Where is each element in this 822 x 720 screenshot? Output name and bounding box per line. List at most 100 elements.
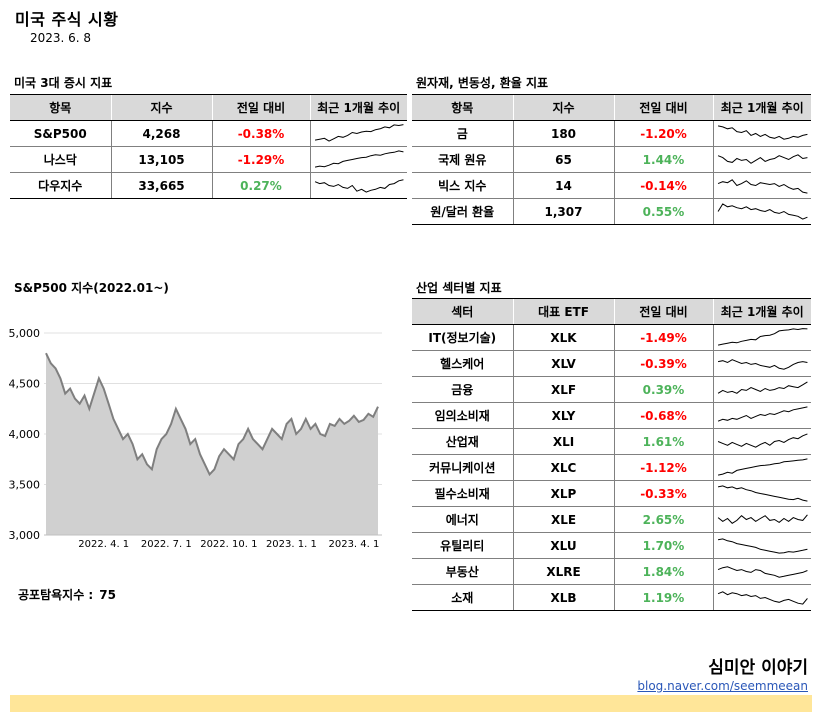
column-header: 최근 1개월 추이 <box>712 298 811 325</box>
x-tick-label: 2022. 4. 1 <box>78 539 129 550</box>
table-row: 커뮤니케이션 XLC -1.12% <box>412 454 811 481</box>
page-title: 미국 주식 시황 <box>15 10 119 29</box>
index-value: 65 <box>512 146 614 173</box>
index-value: 4,268 <box>110 120 212 147</box>
change-percent: 1.70% <box>613 532 713 559</box>
change-percent: 1.44% <box>613 146 713 173</box>
column-header: 최근 1개월 추이 <box>309 94 407 121</box>
column-header: 섹터 <box>412 298 513 325</box>
table-row: 다우지수 33,665 0.27% <box>10 172 407 199</box>
row-name: 임의소비재 <box>412 402 513 429</box>
sparkline-chart <box>717 566 808 578</box>
sectors-table: 섹터 대표 ETF 전일 대비 최근 1개월 추이 IT(정보기술) XLK -1.… <box>412 298 811 611</box>
indices-table: 항목 지수 전일 대비 최근 1개월 추이 S&P500 4,268 -0.38% 나… <box>10 94 407 199</box>
change-percent: 1.61% <box>613 428 713 455</box>
report-date: 2023. 6. 8 <box>30 31 92 45</box>
trend-cell <box>712 558 811 585</box>
column-header: 대표 ETF <box>512 298 614 325</box>
row-name: 다우지수 <box>10 172 111 199</box>
row-name: S&P500 <box>10 120 111 147</box>
sparkline-chart <box>717 458 808 476</box>
commodities-table: 항목 지수 전일 대비 최근 1개월 추이 금 180 -1.20% 국제 원유 65 1… <box>412 94 811 225</box>
table-row: 금융 XLF 0.39% <box>412 376 811 403</box>
sparkline <box>717 514 808 524</box>
sparkline-chart <box>717 538 808 554</box>
change-percent: -0.68% <box>613 402 713 429</box>
sparkline-chart <box>717 485 808 502</box>
sparkline-chart <box>717 203 808 220</box>
change-percent: -1.20% <box>613 120 713 147</box>
sparkline <box>717 433 808 448</box>
etf-ticker: XLF <box>512 376 614 403</box>
sparkline <box>717 406 808 422</box>
table-header-row: 항목 지수 전일 대비 최근 1개월 추이 <box>10 94 407 121</box>
x-tick-label: 2023. 4. 1 <box>328 539 379 550</box>
table-row: 빅스 지수 14 -0.14% <box>412 172 811 199</box>
x-tick-label: 2022. 7. 1 <box>141 539 192 550</box>
trend-cell <box>712 350 811 377</box>
sparkline <box>717 485 808 502</box>
row-name: 나스닥 <box>10 146 111 173</box>
etf-ticker: XLE <box>512 506 614 533</box>
sparkline <box>717 591 808 605</box>
change-percent: 0.39% <box>613 376 713 403</box>
sparkline <box>717 179 808 194</box>
y-tick-label: 3,000 <box>9 529 41 542</box>
trend-cell <box>712 146 811 173</box>
fear-greed-label: 공포탐욕지수 : <box>18 588 94 602</box>
sparkline <box>717 458 808 476</box>
column-header: 지수 <box>512 94 614 121</box>
etf-ticker: XLB <box>512 584 614 611</box>
table-header-row: 항목 지수 전일 대비 최근 1개월 추이 <box>412 94 811 121</box>
change-percent: 1.84% <box>613 558 713 585</box>
table-row: 유틸리티 XLU 1.70% <box>412 532 811 559</box>
table-row: 헬스케어 XLV -0.39% <box>412 350 811 377</box>
sparkline-chart <box>717 514 808 524</box>
table-row: S&P500 4,268 -0.38% <box>10 120 407 147</box>
index-value: 180 <box>512 120 614 147</box>
sparkline <box>717 125 808 140</box>
sparkline-chart <box>314 179 404 193</box>
sparkline-chart <box>717 381 808 394</box>
sp500-chart-title: S&P500 지수(2022.01~) <box>14 281 169 295</box>
trend-cell <box>712 172 811 199</box>
trend-cell <box>712 324 811 351</box>
row-name: IT(정보기술) <box>412 324 513 351</box>
blog-link[interactable]: blog.naver.com/seemmeean <box>637 679 808 693</box>
sparkline <box>717 154 808 164</box>
brand-name: 심미안 이야기 <box>708 658 808 678</box>
fear-greed-value: 75 <box>99 588 116 602</box>
table-row: 필수소비재 XLP -0.33% <box>412 480 811 507</box>
row-name: 산업재 <box>412 428 513 455</box>
change-percent: -1.29% <box>211 146 310 173</box>
fear-greed-index: 공포탐욕지수 : 75 <box>18 586 116 603</box>
etf-ticker: XLP <box>512 480 614 507</box>
y-tick-label: 4,500 <box>9 378 41 391</box>
table-header-row: 섹터 대표 ETF 전일 대비 최근 1개월 추이 <box>412 298 811 325</box>
sparkline <box>717 203 808 220</box>
row-name: 금융 <box>412 376 513 403</box>
index-value: 33,665 <box>110 172 212 199</box>
row-name: 필수소비재 <box>412 480 513 507</box>
column-header: 전일 대비 <box>211 94 310 121</box>
table-row: 금 180 -1.20% <box>412 120 811 147</box>
sparkline <box>314 179 404 193</box>
sparkline-chart <box>717 328 807 346</box>
index-value: 1,307 <box>512 198 614 225</box>
sparkline-chart <box>717 359 808 370</box>
trend-cell <box>712 376 811 403</box>
table-row: 나스닥 13,105 -1.29% <box>10 146 407 173</box>
row-name: 부동산 <box>412 558 513 585</box>
change-percent: 0.55% <box>613 198 713 225</box>
table-row: 원/달러 환율 1,307 0.55% <box>412 198 811 225</box>
table-row: 산업재 XLI 1.61% <box>412 428 811 455</box>
change-percent: 0.27% <box>211 172 310 199</box>
sparkline <box>717 566 808 578</box>
row-name: 국제 원유 <box>412 146 513 173</box>
index-value: 13,105 <box>110 146 212 173</box>
change-percent: -0.39% <box>613 350 713 377</box>
row-name: 헬스케어 <box>412 350 513 377</box>
etf-ticker: XLI <box>512 428 614 455</box>
trend-cell <box>712 454 811 481</box>
trend-cell <box>712 480 811 507</box>
